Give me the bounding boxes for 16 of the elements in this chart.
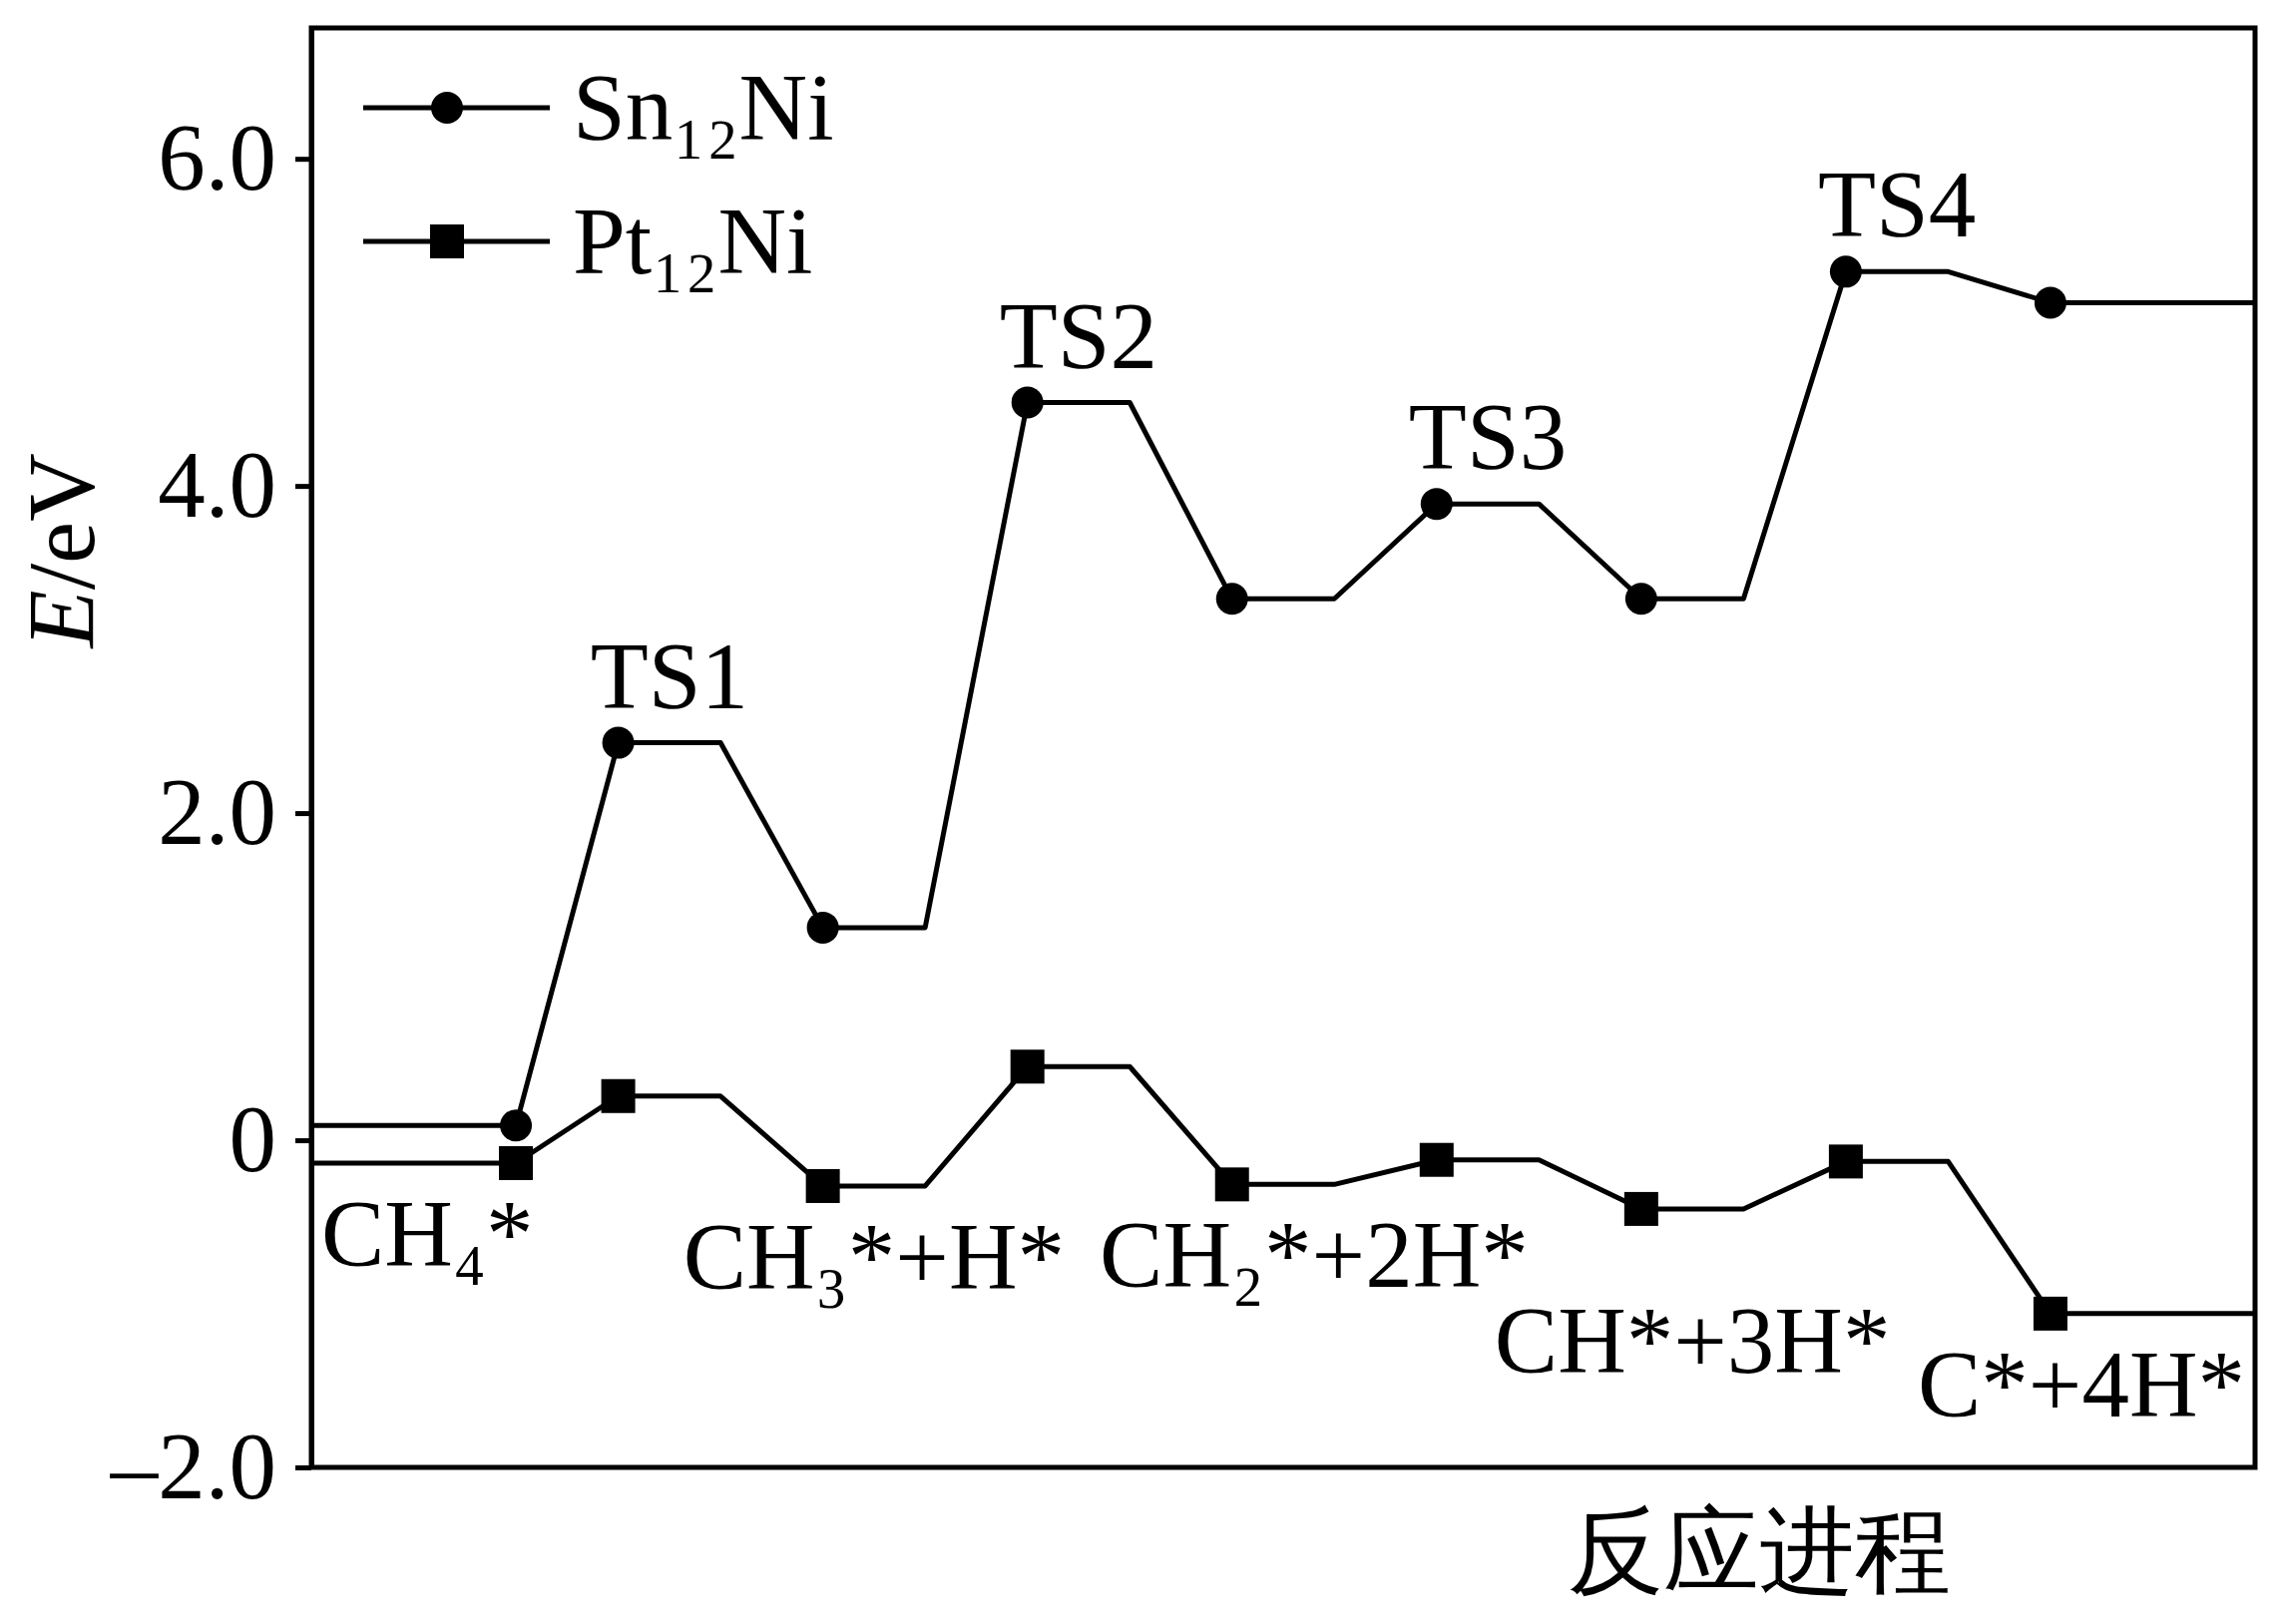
legend-label: Pt₁₂Ni [573, 189, 813, 295]
legend-label: Sn₁₂Ni [573, 55, 834, 162]
annotation: TS3 [1408, 384, 1568, 491]
y-tick-label: 6.0 [158, 105, 276, 211]
y-tick-label: 2.0 [158, 758, 276, 865]
annotation: C*+4H* [1917, 1331, 2245, 1437]
y-axis-title: E/eV [9, 453, 115, 650]
y-tick-label: 0 [228, 1085, 276, 1192]
annotation: CH₄* [321, 1180, 534, 1287]
annotation: TS4 [1817, 152, 1977, 258]
x-axis-title: 反应进程 [1568, 1497, 1952, 1605]
annotation: TS1 [590, 622, 749, 729]
annotation: TS2 [999, 282, 1158, 389]
y-tick-label: –2.0 [109, 1413, 276, 1519]
y-tick-label: 4.0 [158, 432, 276, 539]
annotation: CH₃*+H* [683, 1203, 1066, 1310]
